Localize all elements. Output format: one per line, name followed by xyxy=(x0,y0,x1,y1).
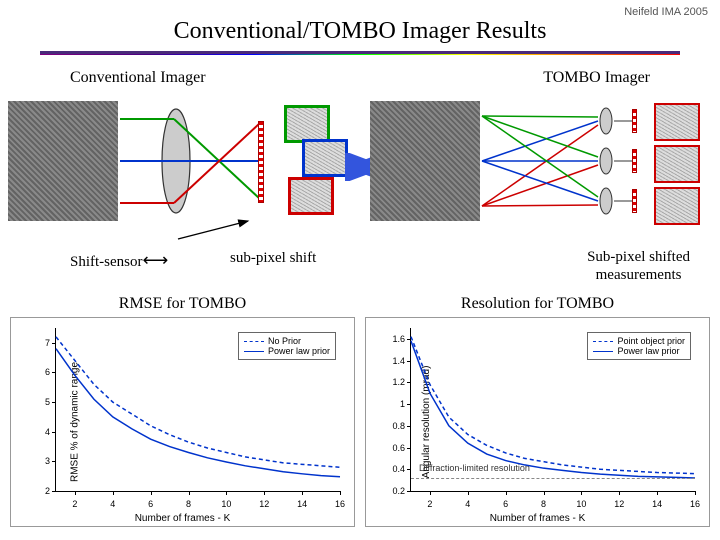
diffraction-line xyxy=(411,478,695,479)
tombo-lens-3 xyxy=(598,187,614,215)
chart-left-container: RMSE for TOMBO RMSE % of dynamic range 2… xyxy=(10,295,355,527)
tombo-sensor-1 xyxy=(632,109,637,133)
conventional-label: Conventional Imager xyxy=(70,69,206,87)
conventional-diagram xyxy=(8,91,358,241)
chart-left-legend: No PriorPower law prior xyxy=(238,332,336,360)
tombo-thumb-1 xyxy=(654,103,700,141)
tombo-lens-1 xyxy=(598,107,614,135)
shift-sensor-label: Shift-sensor⟷ xyxy=(70,250,168,271)
diagram-labels-row: Conventional Imager TOMBO Imager xyxy=(0,55,720,91)
chart-right-box: Angular resolution (mrad) Diffraction-li… xyxy=(365,317,710,527)
header-attribution: Neifeld IMA 2005 xyxy=(624,6,708,18)
tombo-lens-2 xyxy=(598,147,614,175)
tombo-thumb-3 xyxy=(654,187,700,225)
chart-left-title: RMSE for TOMBO xyxy=(10,295,355,313)
diagrams-container xyxy=(0,91,720,246)
tombo-label: TOMBO Imager xyxy=(543,69,650,87)
sub-pixel-label: sub-pixel shift xyxy=(230,250,316,267)
tombo-sensor-2 xyxy=(632,149,637,173)
conv-sensor xyxy=(258,121,264,203)
page-title: Conventional/TOMBO Imager Results xyxy=(0,0,720,45)
conv-thumb-red xyxy=(288,177,334,215)
tombo-thumb-2 xyxy=(654,145,700,183)
chart-left-xlabel: Number of frames - K xyxy=(11,513,354,524)
chart-right-title: Resolution for TOMBO xyxy=(365,295,710,313)
chart-right-container: Resolution for TOMBO Angular resolution … xyxy=(365,295,710,527)
tombo-diagram xyxy=(370,91,715,241)
conv-thumb-blue xyxy=(302,139,348,177)
sub-shifted-label: Sub-pixel shiftedmeasurements xyxy=(587,248,690,284)
chart-right-legend: Point object priorPower law prior xyxy=(587,332,691,360)
chart-left-box: RMSE % of dynamic range 2468101214162345… xyxy=(10,317,355,527)
chart-right-xlabel: Number of frames - K xyxy=(366,513,709,524)
tombo-sensor-3 xyxy=(632,189,637,213)
chart-right-annotation: Diffraction-limited resolution xyxy=(419,463,530,473)
conv-thumb-green xyxy=(284,105,330,143)
